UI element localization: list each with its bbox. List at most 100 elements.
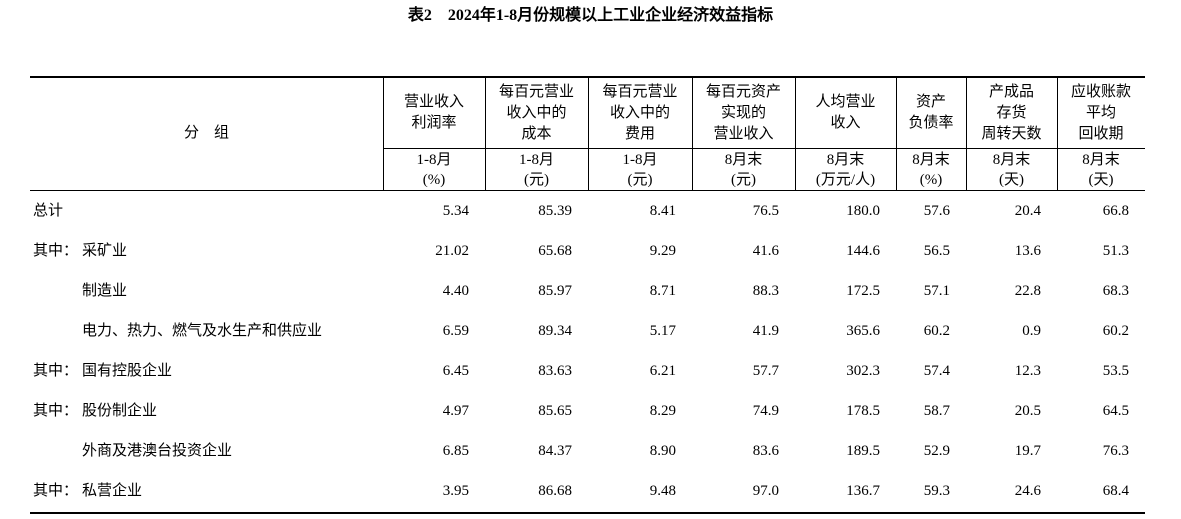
row-label: 采矿业	[82, 243, 128, 259]
cell-value: 83.63	[538, 363, 572, 379]
column-header: 产成品	[988, 84, 1034, 100]
cell-value: 85.39	[538, 203, 572, 219]
row-label: 外商及港澳台投资企业	[82, 443, 233, 459]
cell-value: 172.5	[846, 283, 880, 299]
cell-value: 57.4	[923, 363, 950, 379]
column-unit: 8月末	[912, 152, 950, 168]
column-header: 周转天数	[981, 126, 1042, 142]
row-prefix: 其中：	[33, 483, 79, 499]
cell-value: 84.37	[538, 443, 572, 459]
column-unit: 8月末	[724, 152, 763, 168]
cell-value: 4.97	[442, 403, 469, 419]
column-header: 每百元营业	[498, 84, 574, 100]
column-unit: (万元/人)	[815, 172, 876, 188]
cell-value: 8.90	[649, 443, 676, 459]
column-header: 每百元资产	[705, 84, 781, 100]
column-divider	[966, 77, 967, 190]
column-header: 收入	[830, 115, 861, 131]
row-label: 国有控股企业	[82, 363, 173, 379]
column-divider	[485, 77, 486, 190]
cell-value: 85.97	[538, 283, 572, 299]
cell-value: 144.6	[846, 243, 880, 259]
column-unit: (%)	[422, 172, 446, 188]
column-header: 负债率	[908, 115, 954, 131]
cell-value: 86.68	[538, 483, 572, 499]
row-prefix: 其中：	[33, 243, 79, 259]
cell-value: 66.8	[1102, 203, 1129, 219]
header-rule	[30, 190, 1145, 191]
column-divider	[1057, 77, 1058, 190]
cell-value: 57.6	[923, 203, 950, 219]
column-unit: 8月末	[992, 152, 1031, 168]
bottom-rule	[30, 512, 1145, 514]
column-unit: (天)	[999, 172, 1024, 188]
column-unit: (元)	[524, 172, 549, 188]
cell-value: 6.21	[649, 363, 676, 379]
cell-value: 22.8	[1014, 283, 1041, 299]
cell-value: 68.3	[1102, 283, 1129, 299]
cell-value: 8.29	[649, 403, 676, 419]
cell-value: 4.40	[442, 283, 469, 299]
cell-value: 60.2	[1102, 323, 1129, 339]
column-header: 实现的	[720, 105, 766, 121]
cell-value: 85.65	[538, 403, 572, 419]
column-unit: 1-8月	[416, 152, 452, 168]
cell-value: 6.59	[442, 323, 469, 339]
column-divider	[383, 77, 384, 190]
row-label: 电力、热力、燃气及水生产和供应业	[82, 323, 323, 339]
column-header: 存货	[996, 105, 1027, 121]
cell-value: 6.85	[442, 443, 469, 459]
column-header: 人均营业	[815, 94, 876, 110]
column-header: 回收期	[1078, 126, 1124, 142]
cell-value: 59.3	[923, 483, 950, 499]
cell-value: 52.9	[923, 443, 950, 459]
cell-value: 53.5	[1102, 363, 1129, 379]
cell-value: 88.3	[752, 283, 779, 299]
title: 表2 2024年1-8月份规模以上工业企业经济效益指标	[407, 7, 774, 24]
cell-value: 65.68	[538, 243, 572, 259]
column-header: 费用	[624, 126, 655, 142]
cell-value: 60.2	[923, 323, 950, 339]
column-unit: 8月末	[1082, 152, 1120, 168]
cell-value: 136.7	[846, 483, 880, 499]
column-divider	[896, 77, 897, 190]
cell-value: 97.0	[752, 483, 779, 499]
group-header: 分 组	[183, 125, 229, 141]
cell-value: 64.5	[1102, 403, 1129, 419]
cell-value: 83.6	[752, 443, 779, 459]
cell-value: 20.5	[1014, 403, 1041, 419]
column-divider	[795, 77, 796, 190]
cell-value: 9.48	[649, 483, 676, 499]
column-header: 利润率	[411, 115, 457, 131]
column-unit: (元)	[731, 172, 756, 188]
cell-value: 68.4	[1102, 483, 1129, 499]
column-unit: (元)	[627, 172, 653, 188]
cell-value: 365.6	[846, 323, 880, 339]
cell-value: 6.45	[442, 363, 469, 379]
column-unit: (天)	[1088, 172, 1114, 188]
cell-value: 0.9	[1022, 323, 1041, 339]
cell-value: 21.02	[435, 243, 469, 259]
column-header: 应收账款	[1070, 84, 1131, 100]
row-label: 总计	[33, 203, 64, 219]
column-header: 每百元营业	[602, 84, 678, 100]
cell-value: 41.6	[752, 243, 779, 259]
column-header: 营业收入	[403, 94, 464, 110]
cell-value: 8.71	[649, 283, 676, 299]
column-divider	[692, 77, 693, 190]
unit-rule	[383, 148, 1145, 149]
cell-value: 19.7	[1014, 443, 1041, 459]
cell-value: 5.17	[649, 323, 676, 339]
column-divider	[588, 77, 589, 190]
cell-value: 89.34	[538, 323, 572, 339]
cell-value: 5.34	[442, 203, 469, 219]
column-header: 资产	[915, 94, 946, 110]
top-rule	[30, 76, 1145, 78]
column-unit: 8月末	[826, 152, 865, 168]
cell-value: 41.9	[752, 323, 779, 339]
cell-value: 13.6	[1014, 243, 1041, 259]
cell-value: 178.5	[846, 403, 880, 419]
cell-value: 9.29	[649, 243, 676, 259]
